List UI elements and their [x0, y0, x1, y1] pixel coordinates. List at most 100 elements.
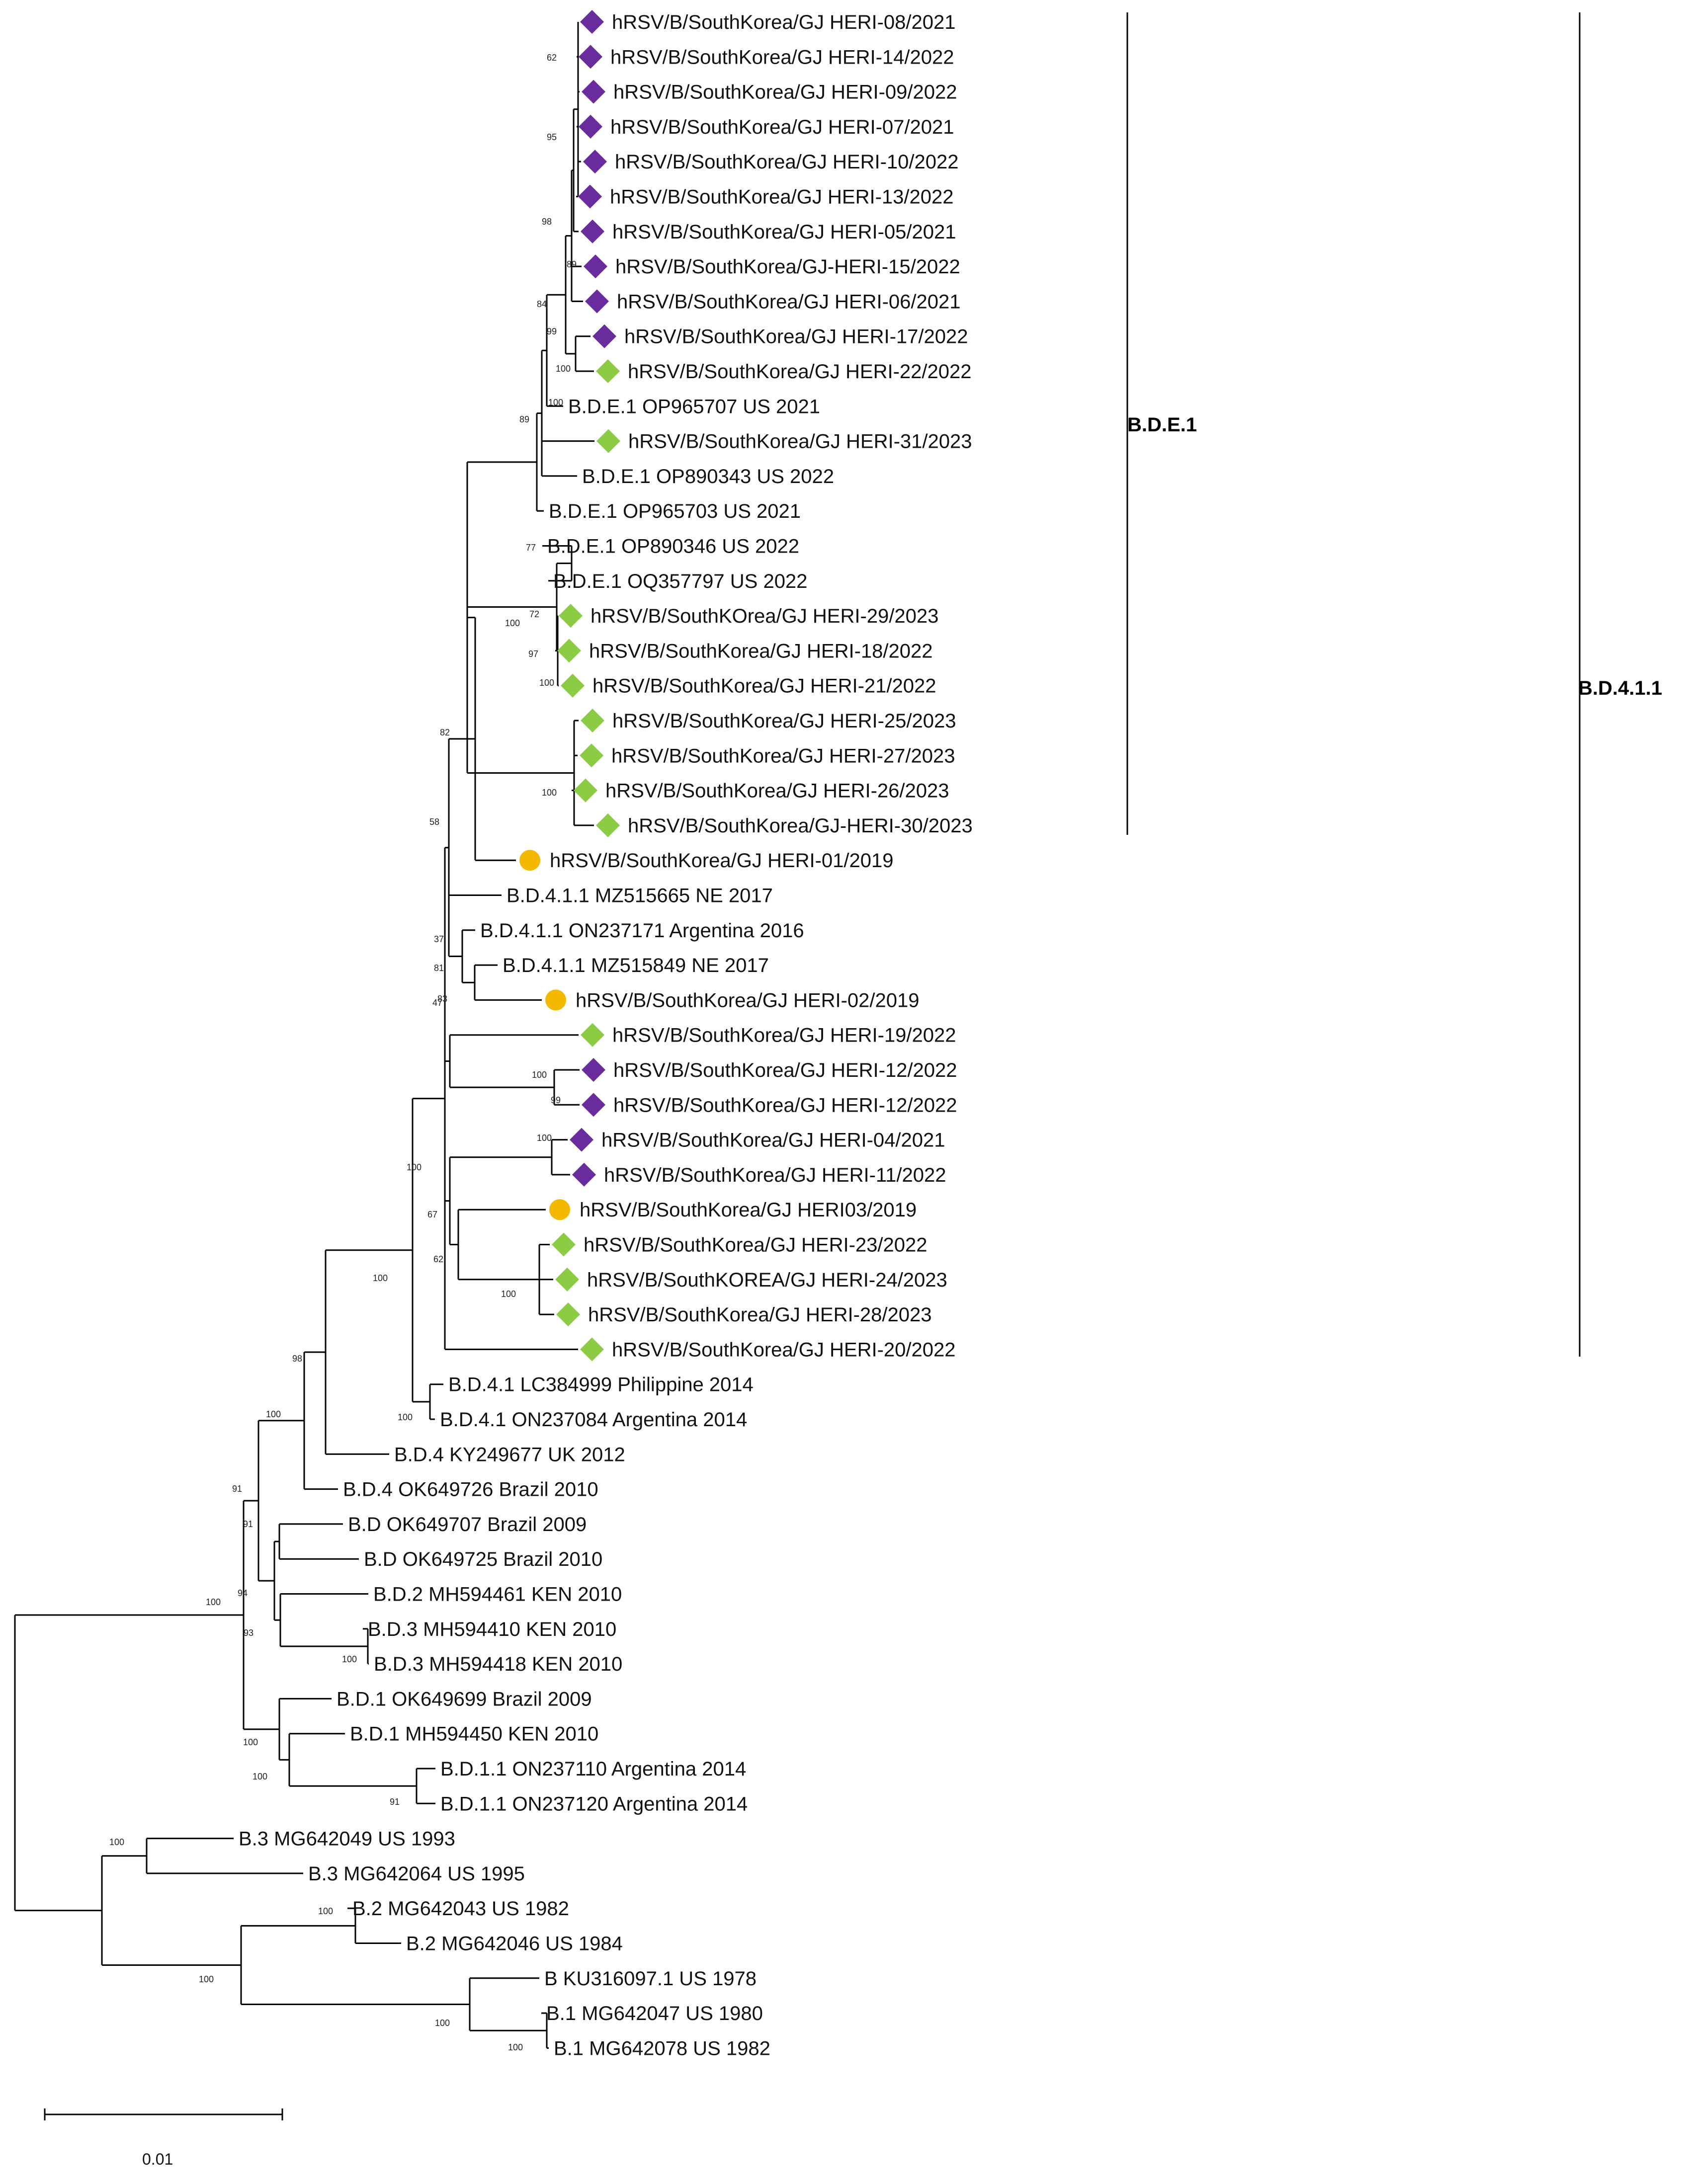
leaf-label: hRSV/B/SouthKorea/GJ HERI-20/2022 — [612, 1339, 955, 1361]
green-diamond-icon — [555, 1267, 579, 1292]
bootstrap-value: 100 — [373, 1273, 388, 1283]
leaf-label: B.1 MG642078 US 1982 — [554, 2037, 770, 2059]
green-diamond-icon — [596, 429, 620, 453]
leaf-label: B.D.1.1 ON237110 Argentina 2014 — [440, 1758, 746, 1780]
tree-branches — [14, 22, 594, 2049]
bootstrap-value: 94 — [238, 1588, 248, 1598]
bootstrap-value: 100 — [556, 364, 571, 374]
purple-diamond-icon — [585, 289, 609, 314]
bootstrap-value: 91 — [390, 1797, 400, 1807]
leaf-label: B.D.2 MH594461 KEN 2010 — [373, 1584, 622, 1606]
green-diamond-icon — [559, 604, 583, 628]
leaf-label: B.D.4.1 LC384999 Philippine 2014 — [448, 1374, 754, 1396]
purple-diamond-icon — [582, 1093, 605, 1117]
leaf-label: B.D.1.1 ON237120 Argentina 2014 — [440, 1793, 748, 1815]
leaf-label: B.D.1 MH594450 KEN 2010 — [350, 1723, 598, 1745]
bootstrap-value: 58 — [429, 817, 439, 827]
bootstrap-value: 100 — [199, 1974, 214, 1984]
bootstrap-value: 72 — [529, 609, 539, 619]
bootstrap-value: 91 — [232, 1484, 242, 1494]
green-diamond-icon — [580, 1337, 604, 1362]
purple-diamond-icon — [582, 1058, 605, 1082]
green-diamond-icon — [580, 743, 603, 768]
bootstrap-value: 100 — [243, 1737, 258, 1747]
leaf-label: hRSV/B/SouthKorea/GJ-HERI-15/2022 — [615, 256, 960, 278]
leaf-label: hRSV/B/SouthKorea/GJ HERI-27/2023 — [611, 745, 955, 767]
bootstrap-value: 77 — [526, 543, 536, 553]
leaf-label: B.D.4 OK649726 Brazil 2010 — [343, 1479, 598, 1501]
purple-diamond-icon — [583, 150, 607, 174]
purple-diamond-icon — [582, 80, 605, 104]
bootstrap-value: 67 — [427, 1210, 437, 1219]
purple-diamond-icon — [584, 254, 607, 279]
yellow-circle-icon — [545, 989, 566, 1011]
leaf-label: hRSV/B/SouthKorea/GJ HERI-04/2021 — [601, 1130, 945, 1151]
green-diamond-icon — [552, 1232, 576, 1257]
leaf-label: B.3 MG642049 US 1993 — [239, 1828, 455, 1850]
bootstrap-value: 100 — [109, 1837, 124, 1847]
leaf-label: B.D.4.1.1 ON237171 Argentina 2016 — [480, 920, 804, 942]
leaf-label: B.D.E.1 OP890343 US 2022 — [582, 466, 834, 487]
leaf-label: hRSV/B/SouthKorea/GJ HERI-07/2021 — [610, 116, 954, 138]
leaf-label: hRSV/B/SouthKorea/GJ HERI-08/2021 — [612, 11, 955, 33]
leaf-label: B.D.4 KY249677 UK 2012 — [394, 1444, 625, 1465]
bootstrap-value: 84 — [537, 299, 547, 309]
green-diamond-icon — [574, 778, 597, 803]
leaf-label: hRSV/B/SouthKorea/GJ HERI-18/2022 — [589, 640, 932, 662]
bootstrap-value: 97 — [528, 649, 538, 659]
purple-diamond-icon — [581, 219, 604, 243]
purple-diamond-icon — [572, 1162, 596, 1187]
leaf-label: hRSV/B/SouthKorea/GJ HERI-01/2019 — [550, 850, 893, 872]
bootstrap-value: 98 — [542, 217, 552, 227]
leaf-label: B.D OK649725 Brazil 2010 — [364, 1548, 602, 1570]
leaf-label: B.D.E.1 OP890346 US 2022 — [547, 536, 799, 558]
bootstrap-value: 100 — [537, 1133, 552, 1143]
bootstrap-value: 93 — [244, 1628, 254, 1638]
leaf-label: B.D.4.1.1 MZ515665 NE 2017 — [507, 885, 773, 907]
bootstrap-value: 100 — [266, 1409, 281, 1419]
leaf-label: B.D.E.1 OP965703 US 2021 — [549, 500, 801, 522]
leaf-label: hRSV/B/SouthKorea/GJ HERI-26/2023 — [605, 780, 949, 802]
leaf-label: hRSV/B/SouthKorea/GJ HERI-10/2022 — [615, 151, 958, 173]
leaf-label: hRSV/B/SouthKOREA/GJ HERI-24/2023 — [587, 1269, 947, 1291]
leaf-label: B.D.4.1.1 MZ515849 NE 2017 — [503, 955, 769, 976]
leaf-label: hRSV/B/SouthKorea/GJ HERI-14/2022 — [610, 46, 954, 68]
leaf-label: hRSV/B/SouthKorea/GJ-HERI-30/2023 — [628, 815, 973, 837]
leaf-label: hRSV/B/SouthKorea/GJ HERI-13/2022 — [610, 186, 953, 208]
leaf-label: hRSV/B/SouthKorea/GJ HERI-06/2021 — [617, 291, 960, 313]
yellow-circle-icon — [519, 850, 540, 871]
scale-bar: 0.01 — [44, 2108, 283, 2168]
green-diamond-icon — [596, 359, 620, 383]
green-diamond-icon — [581, 1023, 604, 1047]
purple-diamond-icon — [578, 184, 602, 209]
bootstrap-value: 91 — [243, 1519, 253, 1529]
bootstrap-value: 47 — [432, 998, 442, 1008]
leaf-label: hRSV/B/SouthKOrea/GJ HERI-29/2023 — [591, 605, 938, 627]
bootstrap-value: 37 — [434, 934, 444, 944]
leaf-label: B.2 MG642046 US 1984 — [406, 1933, 623, 1955]
bootstrap-value: 98 — [292, 1354, 302, 1364]
leaf-label: B.1 MG642047 US 1980 — [546, 2003, 763, 2024]
purple-diamond-icon — [579, 114, 602, 139]
clade-label-bd411: B.D.4.1.1 — [1578, 677, 1662, 699]
bootstrap-value: 100 — [435, 2018, 450, 2028]
purple-diamond-icon — [592, 324, 616, 348]
purple-diamond-icon — [580, 10, 604, 34]
bootstrap-value: 100 — [407, 1162, 422, 1172]
leaf-label: hRSV/B/SouthKorea/GJ HERI-25/2023 — [612, 710, 956, 732]
bootstrap-value: 95 — [547, 132, 557, 142]
bootstrap-value: 100 — [398, 1412, 413, 1422]
leaf-label: B.2 MG642043 US 1982 — [352, 1898, 569, 1920]
purple-diamond-icon — [579, 45, 602, 69]
purple-diamond-icon — [570, 1128, 593, 1152]
green-diamond-icon — [557, 639, 581, 663]
leaf-markers — [519, 10, 620, 1362]
leaf-label: hRSV/B/SouthKorea/GJ HERI-02/2019 — [576, 989, 919, 1011]
green-diamond-icon — [596, 813, 620, 837]
clade-annotations: B.D.E.1 B.D.4.1.1 — [1126, 12, 1662, 1357]
bootstrap-value: 99 — [551, 1095, 561, 1105]
leaf-label: hRSV/B/SouthKorea/GJ HERI-17/2022 — [624, 326, 968, 348]
bootstrap-value: 100 — [542, 788, 557, 798]
green-diamond-icon — [581, 709, 604, 732]
